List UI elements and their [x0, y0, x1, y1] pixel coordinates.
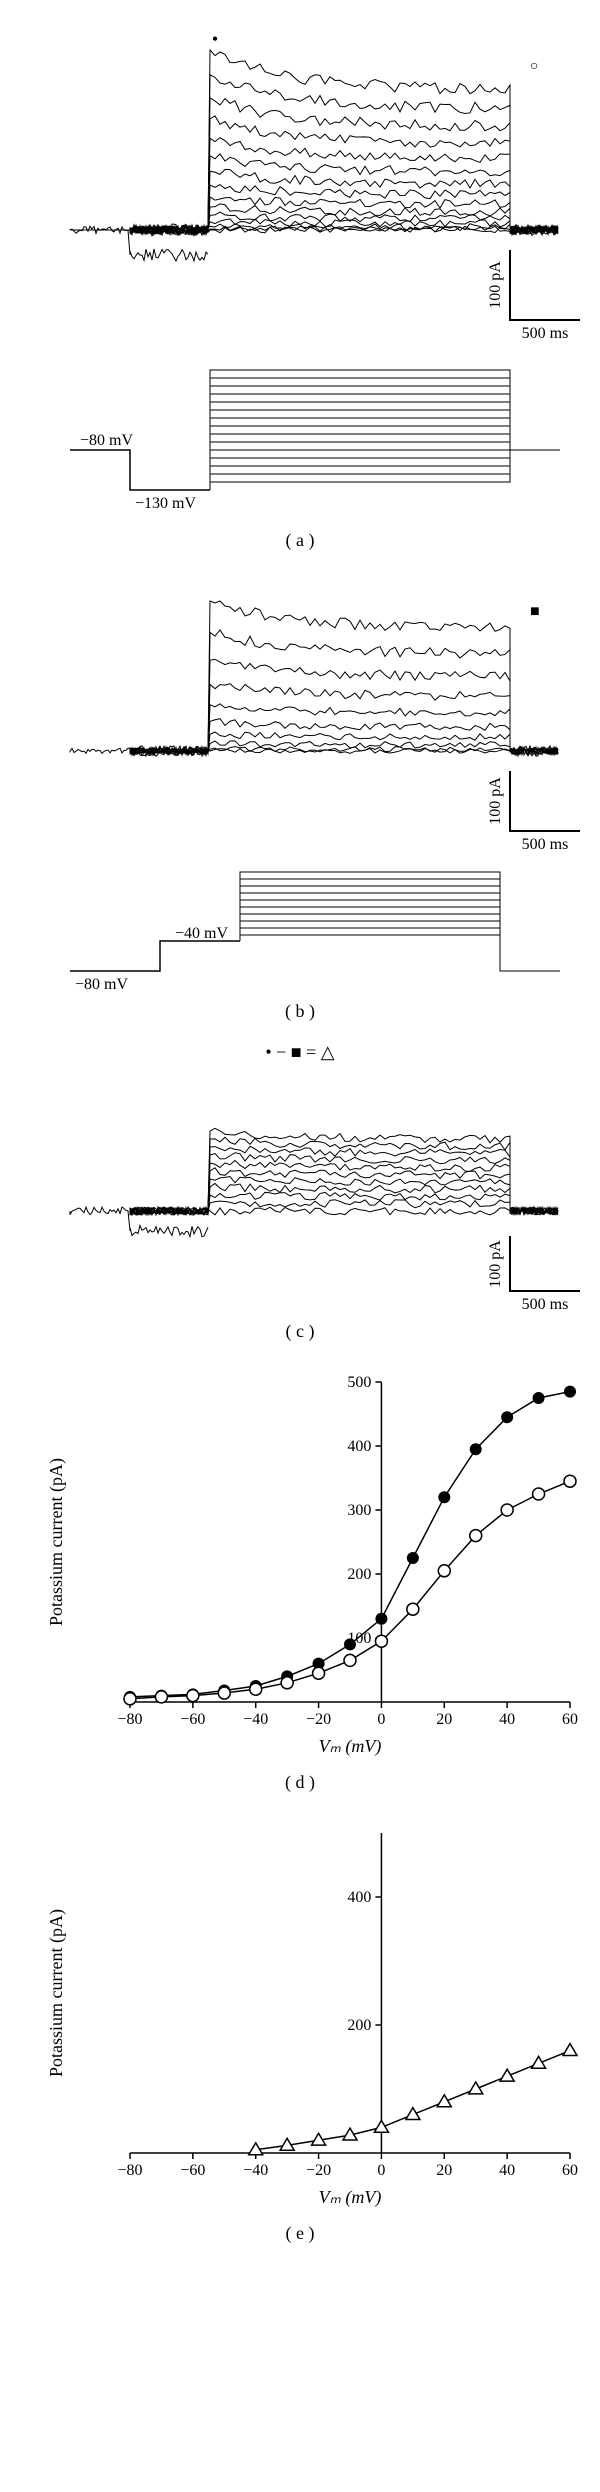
panel-d-svg: −80−60−40−200204060100200300400500Vₘ (mV… — [40, 1362, 600, 1762]
svg-text:■: ■ — [530, 603, 540, 620]
panel-a: • ○ 100 pA 500 ms −80 mV −130 mV — [20, 0, 580, 520]
panel-c-svg: 100 pA 500 ms — [40, 1071, 600, 1311]
svg-text:•: • — [212, 29, 218, 49]
svg-text:300: 300 — [347, 1502, 371, 1519]
svg-text:−40: −40 — [243, 2162, 268, 2179]
svg-text:−130 mV: −130 mV — [135, 495, 196, 512]
svg-text:500 ms: 500 ms — [522, 1296, 569, 1311]
svg-text:100 pA: 100 pA — [487, 777, 504, 825]
svg-text:500: 500 — [347, 1374, 371, 1391]
svg-text:Potassium current (pA): Potassium current (pA) — [46, 1909, 67, 2077]
svg-text:−60: −60 — [180, 1711, 205, 1728]
svg-text:○: ○ — [530, 59, 538, 74]
svg-text:Vₘ (mV): Vₘ (mV) — [319, 2187, 382, 2208]
svg-text:−80 mV: −80 mV — [80, 432, 133, 449]
panel-d-label: ( d ) — [0, 1772, 600, 1793]
panel-c-legend: • − ■ = △ — [40, 1042, 560, 1063]
panel-b: ■ 100 pA 500 ms −80 mV −40 mV — [20, 571, 580, 991]
panel-d: −80−60−40−200204060100200300400500Vₘ (mV… — [20, 1362, 580, 1762]
svg-text:400: 400 — [347, 1438, 371, 1455]
svg-text:Vₘ (mV): Vₘ (mV) — [319, 1736, 382, 1757]
svg-text:−60: −60 — [180, 2162, 205, 2179]
svg-text:200: 200 — [347, 1566, 371, 1583]
svg-text:−80: −80 — [117, 1711, 142, 1728]
svg-text:0: 0 — [377, 2162, 385, 2179]
panel-e-label: ( e ) — [0, 2223, 600, 2244]
panel-c: • − ■ = △ 100 pA 500 ms — [20, 1042, 580, 1311]
svg-text:20: 20 — [436, 1711, 452, 1728]
svg-text:400: 400 — [347, 1889, 371, 1906]
panel-a-label: ( a ) — [0, 530, 600, 551]
svg-text:60: 60 — [562, 2162, 578, 2179]
svg-text:40: 40 — [499, 2162, 515, 2179]
svg-text:60: 60 — [562, 1711, 578, 1728]
svg-text:−20: −20 — [306, 2162, 331, 2179]
panel-b-svg: ■ 100 pA 500 ms −80 mV −40 mV — [40, 571, 600, 991]
svg-text:500 ms: 500 ms — [522, 325, 569, 342]
svg-text:100 pA: 100 pA — [487, 1240, 504, 1288]
svg-text:200: 200 — [347, 2017, 371, 2034]
svg-text:−40: −40 — [243, 1711, 268, 1728]
panel-e-svg: −80 −60 −40 −20 0 20 40 60 200 400 Vₘ (mV) Potassiu… — [40, 1813, 600, 2213]
svg-text:−40 mV: −40 mV — [175, 925, 228, 942]
svg-text:40: 40 — [499, 1711, 515, 1728]
panel-a-svg: • ○ 100 pA 500 ms −80 mV −130 mV — [40, 20, 600, 520]
panel-e: −80 −60 −40 −20 0 20 40 60 200 400 Vₘ (mV) Potassiu… — [20, 1813, 580, 2213]
panel-b-label: ( b ) — [0, 1001, 600, 1022]
svg-text:−80: −80 — [117, 2162, 142, 2179]
svg-text:−80 mV: −80 mV — [75, 976, 128, 991]
svg-text:0: 0 — [377, 1711, 385, 1728]
panel-c-label: ( c ) — [0, 1321, 600, 1342]
svg-text:100 pA: 100 pA — [487, 261, 504, 309]
svg-text:Potassium current (pA): Potassium current (pA) — [46, 1458, 67, 1626]
svg-text:500 ms: 500 ms — [522, 836, 569, 853]
svg-text:20: 20 — [436, 2162, 452, 2179]
svg-text:−20: −20 — [306, 1711, 331, 1728]
